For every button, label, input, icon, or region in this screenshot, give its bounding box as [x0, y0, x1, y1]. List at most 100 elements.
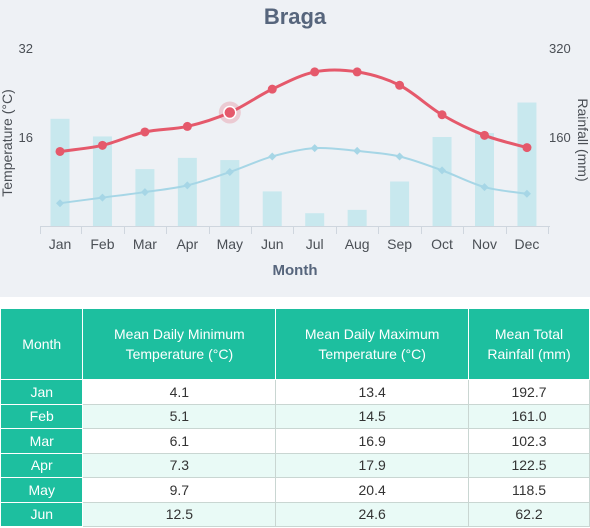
max-temp-point — [267, 84, 277, 94]
table-cell: 122.5 — [468, 452, 590, 478]
table-cell: 13.4 — [275, 379, 470, 405]
table-header-cell: Mean Daily Maximum Temperature (°C) — [275, 308, 470, 380]
min-temp-point — [225, 168, 234, 177]
x-tick-label: Jun — [261, 236, 284, 252]
rainfall-bar — [262, 191, 282, 226]
max-temp-point — [140, 127, 150, 137]
table-row: May 9.7 20.4 118.5 — [0, 477, 590, 503]
x-tick-label: May — [217, 236, 243, 252]
rainfall-bar — [135, 169, 155, 226]
min-temp-point — [98, 193, 107, 202]
table-month-cell: Jan — [0, 379, 84, 405]
table-header-cell: Mean Daily Minimum Temperature (°C) — [82, 308, 277, 380]
x-tick-label: Feb — [90, 236, 114, 252]
left-tick-label: 32 — [19, 41, 33, 56]
x-tick-label: Jan — [49, 236, 72, 252]
max-temp-point — [310, 67, 320, 77]
rainfall-bar — [50, 118, 70, 226]
x-tick-label: Nov — [472, 236, 497, 252]
rainfall-bar — [432, 137, 452, 226]
chart-title: Braga — [263, 4, 327, 29]
chart-panel: Braga Jan Feb Mar Apr May Jun Jul Aug Sep Oct Nov D… — [0, 0, 590, 297]
table-cell: 118.5 — [468, 477, 590, 503]
table-cell: 62.2 — [468, 501, 590, 527]
table-row: Apr 7.3 17.9 122.5 — [0, 452, 590, 478]
max-temp-point — [352, 67, 362, 77]
x-tick-label: Dec — [514, 236, 539, 252]
x-axis-title: Month — [273, 262, 318, 279]
min-temp-point — [522, 189, 531, 198]
table-cell: 102.3 — [468, 428, 590, 454]
min-temp-point — [268, 152, 277, 161]
min-temp-point — [140, 188, 149, 197]
max-temp-point — [55, 146, 65, 156]
table-cell: 14.5 — [275, 403, 470, 429]
axes: Jan Feb Mar Apr May Jun Jul Aug Sep Oct Nov Dec Mont… — [0, 41, 590, 279]
rainfall-bar — [177, 157, 197, 226]
min-temp-point — [310, 144, 319, 153]
table-month-cell: Jun — [0, 501, 84, 527]
table-cell: 192.7 — [468, 379, 590, 405]
max-temp-point — [522, 143, 532, 153]
min-temp-point — [480, 183, 489, 192]
max-temp-series — [55, 67, 532, 156]
max-temp-point — [437, 110, 447, 120]
min-temp-series — [56, 144, 531, 208]
table-cell: 24.6 — [275, 501, 470, 527]
right-tick-label: 160 — [549, 130, 571, 145]
max-temp-point — [480, 130, 489, 140]
min-temp-point — [395, 152, 404, 161]
table-cell: 161.0 — [468, 403, 590, 429]
table-month-cell: Feb — [0, 403, 84, 429]
table-cell: 6.1 — [82, 428, 277, 454]
max-temp-point — [395, 80, 405, 90]
rainfall-bar — [220, 160, 240, 226]
min-temp-line — [59, 146, 528, 205]
min-temp-point — [438, 166, 447, 175]
left-tick-label: 16 — [19, 130, 33, 145]
table-cell: 17.9 — [275, 452, 470, 478]
max-temp-line — [59, 68, 528, 153]
rainfall-bars — [50, 102, 537, 226]
table-row: Mar 6.1 16.9 102.3 — [0, 428, 590, 454]
table-body: Jan 4.1 13.4 192.7 Feb 5.1 14.5 161.0 Mar 6.1 16.9… — [0, 379, 590, 527]
table-month-cell: Apr — [0, 452, 84, 478]
table-header-row: Month Mean Daily Minimum Temperature (°C)… — [0, 308, 590, 380]
rainfall-bar — [305, 213, 325, 226]
right-axis-title: Rainfall (mm) — [575, 98, 590, 181]
table-row: Jun 12.5 24.6 62.2 — [0, 501, 590, 527]
min-temp-point — [353, 146, 362, 155]
max-temp-point — [182, 121, 192, 131]
rainfall-bar — [92, 136, 112, 226]
min-temp-point — [56, 199, 64, 208]
table-row: Feb 5.1 14.5 161.0 — [0, 403, 590, 429]
table-cell: 5.1 — [82, 403, 277, 429]
table-cell: 12.5 — [82, 501, 277, 527]
climate-table: Month Mean Daily Minimum Temperature (°C)… — [0, 308, 590, 527]
min-temp-point — [183, 181, 192, 190]
x-tick-label: Oct — [431, 236, 453, 252]
rainfall-bar — [390, 181, 410, 226]
table-cell: 20.4 — [275, 477, 470, 503]
table-cell: 7.3 — [82, 452, 277, 478]
table-cell: 9.7 — [82, 477, 277, 503]
table-header-cell: Month — [0, 308, 84, 380]
right-tick-label: 320 — [549, 41, 571, 56]
table-month-cell: Mar — [0, 428, 84, 454]
x-tick-label: Aug — [345, 236, 370, 252]
x-tick-label: Mar — [133, 236, 157, 252]
max-temp-point — [223, 105, 237, 120]
max-temp-point — [97, 140, 107, 150]
rainfall-bar — [517, 102, 537, 226]
x-tick-label: Sep — [387, 236, 412, 252]
table-header-cell: Mean Total Rainfall (mm) — [468, 308, 590, 380]
rainfall-bar — [475, 133, 494, 226]
climate-chart: Jan Feb Mar Apr May Jun Jul Aug Sep Oct Nov Dec Mont… — [0, 41, 590, 279]
table-cell: 4.1 — [82, 379, 277, 405]
table-row: Jan 4.1 13.4 192.7 — [0, 379, 590, 405]
left-axis-title: Temperature (°C) — [0, 89, 15, 197]
table-month-cell: May — [0, 477, 84, 503]
table-cell: 16.9 — [275, 428, 470, 454]
x-tick-label: Jul — [306, 236, 324, 252]
x-tick-label: Apr — [176, 236, 198, 252]
